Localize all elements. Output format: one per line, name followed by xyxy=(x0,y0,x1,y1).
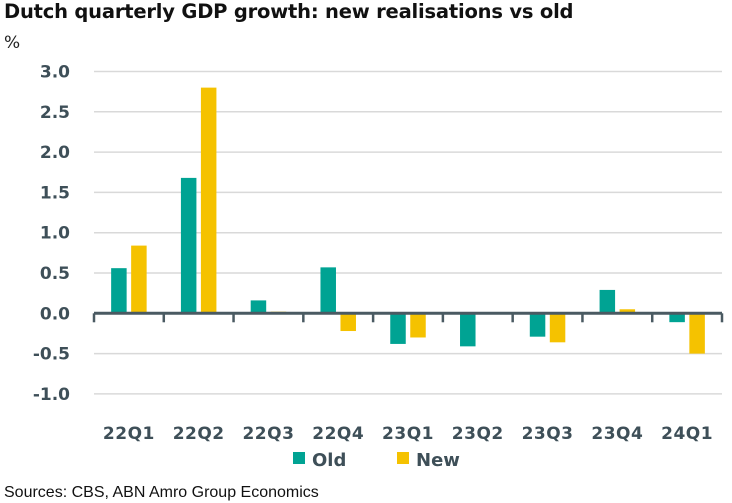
bar-new-23q1 xyxy=(410,313,426,338)
gridlines xyxy=(94,70,722,395)
x-tick-label: 23Q1 xyxy=(382,424,434,444)
bar-old-22q4 xyxy=(320,267,336,314)
x-tick-label: 22Q3 xyxy=(242,424,294,444)
y-tick-label: 0.5 xyxy=(40,264,70,284)
y-tick-label: 1.5 xyxy=(40,183,70,203)
legend-label-old: Old xyxy=(312,450,346,471)
bar-old-22q2 xyxy=(180,177,197,314)
bar-new-22q1 xyxy=(131,245,147,314)
x-tick-label: 23Q3 xyxy=(522,424,574,444)
bar-old-22q1 xyxy=(111,268,127,314)
bar-new-22q4 xyxy=(340,313,356,332)
y-tick-label: 3.0 xyxy=(40,63,70,83)
bar-old-23q1 xyxy=(390,313,406,344)
x-tick-label: 22Q1 xyxy=(103,424,155,444)
legend-label-new: New xyxy=(416,450,460,471)
bar-old-23q2 xyxy=(460,313,476,347)
y-tick-label: 0.0 xyxy=(40,304,70,324)
y-axis-unit-label: % xyxy=(4,33,21,53)
x-tick-label: 22Q4 xyxy=(312,424,364,444)
x-tick-label: 22Q2 xyxy=(173,424,225,444)
bar-old-23q4 xyxy=(599,289,616,314)
y-tick-label: -1.0 xyxy=(33,385,70,405)
bar-new-23q4 xyxy=(619,309,636,314)
source-note: Sources: CBS, ABN Amro Group Economics xyxy=(4,484,319,501)
x-axis-labels: 22Q1 22Q2 22Q3 22Q4 23Q1 23Q2 23Q3 23Q4 24Q1 xyxy=(103,424,713,444)
y-axis-ticks: 3.0 2.5 2.0 1.5 1.0 0.5 0.0 -0.5 -1.0 xyxy=(33,63,70,405)
x-axis xyxy=(92,311,724,323)
bars xyxy=(111,87,705,354)
bar-old-22q3 xyxy=(250,300,267,314)
bar-new-24q1 xyxy=(689,313,705,354)
y-tick-label: -0.5 xyxy=(33,345,70,365)
legend-swatch-old xyxy=(293,452,305,464)
bar-old-24q1 xyxy=(669,313,685,323)
bar-new-22q2 xyxy=(200,87,217,314)
chart-title: Dutch quarterly GDP growth: new realisat… xyxy=(4,0,574,23)
legend: Old New xyxy=(293,450,460,471)
x-tick-label: 24Q1 xyxy=(661,424,713,444)
legend-swatch-new xyxy=(397,452,409,464)
x-tick-label: 23Q2 xyxy=(452,424,504,444)
y-tick-label: 2.5 xyxy=(40,103,70,123)
bar-old-23q3 xyxy=(529,313,546,337)
y-tick-label: 2.0 xyxy=(40,143,70,163)
y-tick-label: 1.0 xyxy=(40,224,70,244)
bar-new-23q3 xyxy=(549,313,566,343)
x-tick-label: 23Q4 xyxy=(591,424,643,444)
